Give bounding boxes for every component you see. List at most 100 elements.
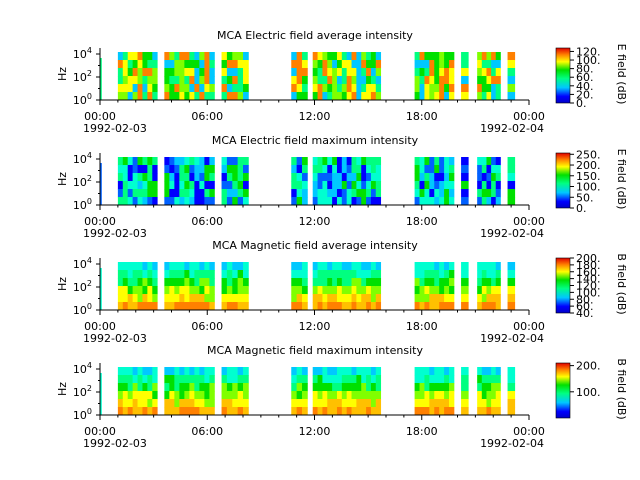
heatmap-cell [312,294,318,303]
heatmap-cell [461,383,469,392]
heatmap-cell [434,294,440,303]
colorbar-tick-label: 100. [576,54,601,67]
heatmap-cell [419,367,425,376]
heatmap-cell [179,76,185,85]
heatmap-cell [117,383,124,392]
heatmap-cell [152,391,158,400]
heatmap-cell [444,286,450,295]
heatmap-cell [351,262,357,271]
heatmap-cell [204,181,210,190]
heatmap-cell [322,68,328,77]
heatmap-cell [169,375,175,384]
heatmap-cell [194,367,200,376]
heatmap-cell [204,165,210,174]
heatmap-cell [356,407,362,416]
heatmap-cell [209,262,215,271]
heatmap-cell [414,391,420,400]
heatmap-cell [174,302,180,311]
heatmap-cell [317,181,323,190]
heatmap-cell [481,367,487,376]
heatmap-cell [232,60,239,69]
colorbar-tick-label: 150. [576,170,601,183]
heatmap-cell [341,92,348,101]
heatmap-cell [179,165,185,174]
heatmap-cell [147,189,153,198]
heatmap-cell [199,286,205,295]
heatmap-cell [346,76,352,85]
heatmap-cell [291,189,298,198]
heatmap-cell [312,302,318,311]
heatmap-cell [507,262,516,271]
heatmap-cell [461,286,469,295]
heatmap-cell [221,173,228,182]
heatmap-cell [226,92,233,101]
y-tick-label: 100 [73,407,92,422]
heatmap-cell [117,286,124,295]
heatmap-cell [429,294,435,303]
heatmap-cell [243,165,249,174]
heatmap-cell [375,294,382,303]
heatmap-cell [356,278,362,287]
heatmap-cell [336,68,343,77]
heatmap-cell [419,375,425,384]
heatmap-cell [122,157,129,166]
heatmap-cell [137,165,143,174]
heatmap-cell [221,189,228,198]
heatmap-cell [370,60,377,69]
heatmap-cell [174,262,180,271]
heatmap-cell [351,189,357,198]
heatmap-cell [361,197,367,206]
heatmap-cell [332,92,338,101]
heatmap-cell [414,270,420,279]
heatmap-cell [477,367,483,376]
heatmap-cell [346,262,352,271]
heatmap-cell [127,286,134,295]
heatmap-cell [439,92,445,101]
heatmap-cell [461,262,469,271]
heatmap-cell [419,270,425,279]
heatmap-cell [341,181,348,190]
heatmap-cell [434,157,440,166]
heatmap-cell [137,286,143,295]
heatmap-cell [174,173,180,182]
heatmap-cell [132,92,138,101]
heatmap-cell [179,286,185,295]
heatmap-cell [449,383,455,392]
heatmap-cell [346,52,352,61]
heatmap-cell [351,165,357,174]
heatmap-cell [164,407,170,416]
heatmap-cell [332,84,338,93]
y-tick-label: 100 [73,197,92,212]
heatmap-cell [361,189,367,198]
heatmap-cell [429,286,435,295]
heatmap-cell [132,165,138,174]
heatmap-cell [366,92,372,101]
heatmap-cell [147,92,153,101]
heatmap-cell [194,286,200,295]
heatmap-cell [419,92,425,101]
heatmap-cell [429,278,435,287]
heatmap-cell [356,302,362,311]
heatmap-cell [117,399,124,408]
heatmap-cell [194,157,200,166]
heatmap-cell [477,278,483,287]
y-tick-label: 104 [73,361,92,376]
heatmap-cell [237,165,244,174]
heatmap-cell [317,92,323,101]
heatmap-cell [237,189,244,198]
heatmap-cell [194,278,200,287]
heatmap-cell [296,399,303,408]
heatmap-cell [147,278,153,287]
heatmap-cell [419,60,425,69]
heatmap-cell [237,383,244,392]
heatmap-cell [232,92,239,101]
heatmap-cell [322,270,328,279]
heatmap-cell [419,278,425,287]
heatmap-cell [375,399,382,408]
heatmap-cell [204,262,210,271]
heatmap-cell [429,262,435,271]
heatmap-cell [429,84,435,93]
heatmap-cell [346,278,352,287]
heatmap-cell [477,181,483,190]
x-tick-label: 06:00 [191,110,223,123]
